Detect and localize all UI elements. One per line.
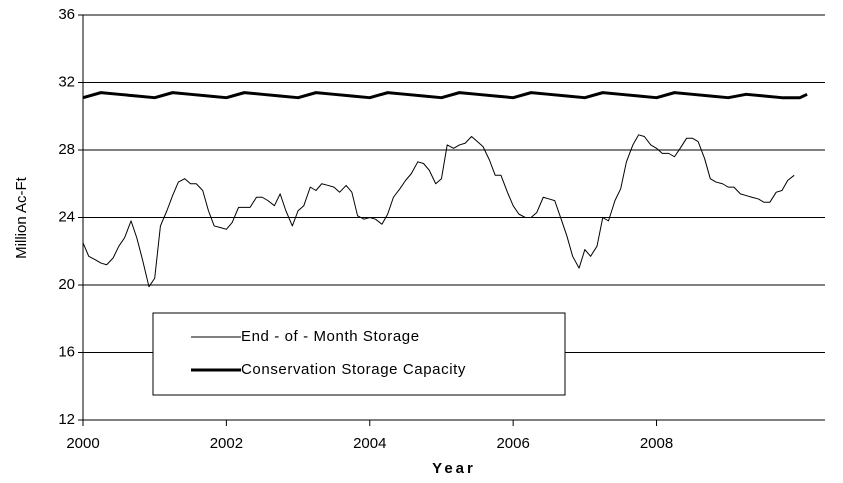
y-tick-label: 12: [58, 411, 75, 428]
series-line: [82, 91, 808, 100]
x-tick-label: 2004: [353, 435, 386, 452]
series-line: [82, 134, 795, 288]
x-tick-label: 2008: [640, 435, 673, 452]
x-tick-label: 2002: [210, 435, 243, 452]
y-tick-label: 36: [58, 6, 75, 23]
y-tick-label: 28: [58, 141, 75, 158]
y-tick-label: 32: [58, 73, 75, 90]
legend-label: Conservation Storage Capacity: [241, 361, 466, 378]
y-axis-label: Million Ac-Ft: [13, 176, 30, 259]
legend-label: End - of - Month Storage: [241, 328, 420, 345]
y-tick-label: 20: [58, 276, 75, 293]
legend-box: [152, 312, 566, 396]
y-tick-label: 16: [58, 343, 75, 360]
x-tick-label: 2006: [496, 435, 529, 452]
x-axis-label: Year: [432, 460, 476, 477]
x-tick-label: 2000: [66, 435, 99, 452]
y-tick-label: 24: [58, 208, 75, 225]
